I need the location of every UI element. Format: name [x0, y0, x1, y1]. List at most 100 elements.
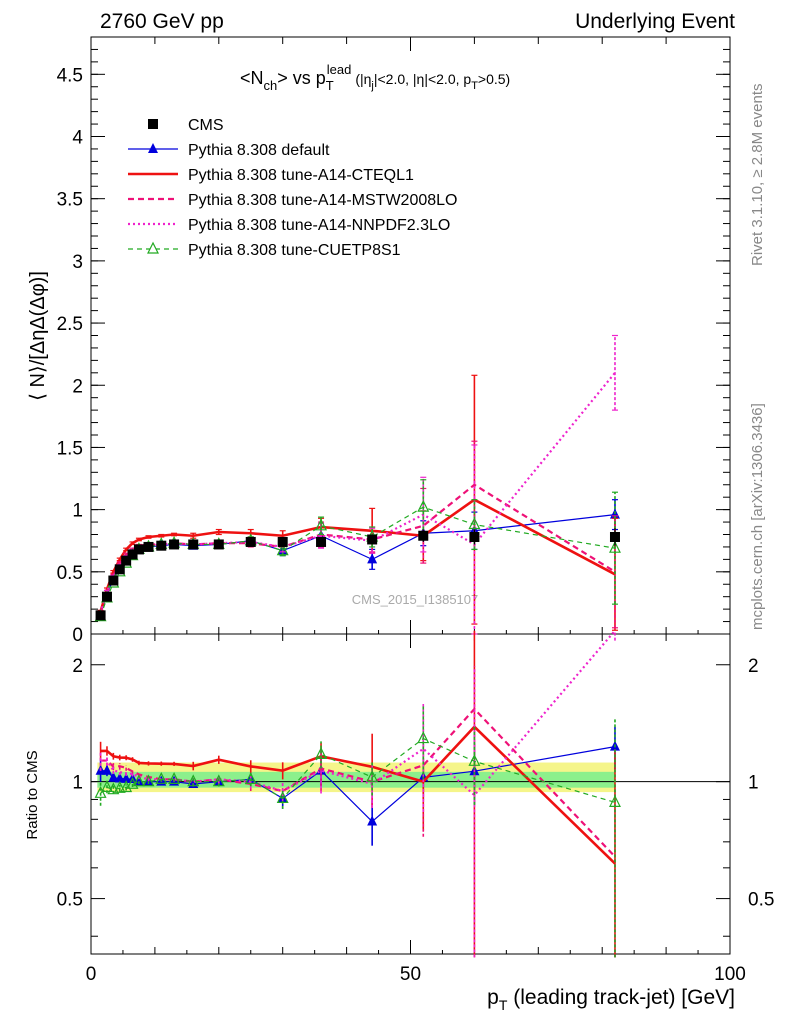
x-tick-label: 100 — [714, 964, 746, 985]
legend-entry: Pythia 8.308 tune-CUETP8S1 — [128, 241, 401, 259]
cms-data-point — [316, 536, 327, 547]
legend-label: Pythia 8.308 tune-A14-CTEQL1 — [188, 167, 414, 184]
cms-data-point — [188, 539, 199, 550]
legend-label: Pythia 8.308 default — [188, 142, 330, 159]
x-axis: 0 50 100 — [86, 37, 746, 985]
top-ylabel: ⟨ N⟩/[ΔηΔ(Δφ)] — [27, 271, 49, 401]
series-line — [99, 372, 616, 614]
cms-data-point — [418, 530, 429, 541]
ratio-y-tick-label: 0.5 — [57, 890, 83, 911]
cms-data-point — [367, 534, 378, 545]
ratio-marker — [114, 772, 125, 783]
series-marker — [417, 499, 430, 512]
legend: CMS Pythia 8.308 default Pythia 8.308 tune… — [128, 117, 457, 259]
cms-data-point — [133, 544, 144, 555]
ratio-y-tick-label: 1 — [72, 773, 83, 794]
top-plot-series — [94, 334, 621, 635]
mcplots-reference-label: mcplots.cern.ch [arXiv:1306.3436] — [749, 403, 766, 630]
top-y-tick-label: 1.5 — [57, 438, 83, 459]
cms-data-point — [169, 539, 180, 550]
cms-data-point — [143, 541, 154, 552]
header-analysis-label: Underlying Event — [575, 10, 735, 33]
cms-data-point — [277, 536, 288, 547]
series-marker — [468, 517, 481, 530]
analysis-watermark: CMS_2015_I1385107 — [352, 592, 479, 607]
x-tick-label: 50 — [400, 964, 421, 985]
ratio-marker — [244, 772, 257, 785]
ratio-marker — [108, 771, 119, 782]
cms-data-point — [101, 591, 112, 602]
top-y-tick-label: 4 — [72, 128, 83, 149]
bottom-ylabel: Ratio to CMS — [24, 750, 41, 839]
legend-label: Pythia 8.308 tune-A14-NNPDF2.3LO — [188, 217, 450, 234]
legend-entry: Pythia 8.308 tune-A14-CTEQL1 — [128, 167, 414, 184]
top-y-tick-label: 2 — [72, 376, 83, 397]
ratio-marker — [132, 774, 145, 787]
ratio-marker — [121, 772, 132, 783]
series-marker — [315, 518, 328, 531]
top-y-tick-label: 3 — [72, 252, 83, 273]
cms-data-point — [95, 610, 106, 621]
cms-data-point — [156, 540, 167, 551]
top-y-tick-label: 0 — [72, 625, 83, 646]
ratio-marker — [468, 753, 481, 766]
ratio-marker — [187, 774, 200, 787]
ratio-marker — [107, 782, 120, 795]
legend-marker — [147, 241, 159, 254]
legend-label: Pythia 8.308 tune-A14-MSTW2008LO — [188, 192, 457, 209]
ratio-marker — [113, 780, 126, 793]
legend-cms-marker — [148, 119, 158, 129]
series-marker — [609, 540, 621, 553]
header-collision-label: 2760 GeV pp — [100, 10, 224, 33]
ratio-marker — [417, 731, 430, 744]
legend-entry: Pythia 8.308 default — [128, 142, 330, 159]
cms-data-point — [121, 555, 132, 566]
legend-entry: CMS — [148, 117, 224, 134]
ratio-marker — [101, 780, 113, 792]
ratio-marker — [155, 771, 168, 784]
ratio-series-line — [100, 737, 616, 803]
ratio-y-tick-label-right: 0.5 — [748, 890, 774, 911]
ratio-marker — [367, 815, 378, 826]
plot-title: <Nch> vs pTlead(|ηj|<2.0, |η|<2.0, pT>0.… — [240, 62, 510, 93]
ratio-marker — [142, 774, 155, 787]
series-marker — [276, 543, 289, 556]
legend-label: CMS — [188, 117, 224, 134]
ratio-y-tick-label-right: 2 — [748, 656, 759, 677]
ratio-marker — [168, 772, 181, 784]
legend-entry: Pythia 8.308 tune-A14-MSTW2008LO — [128, 192, 457, 209]
top-y-tick-label: 0.5 — [57, 563, 83, 584]
x-tick-label: 0 — [86, 964, 97, 985]
ratio-y-tick-label: 2 — [72, 656, 83, 677]
ratio-plot-frame — [90, 633, 731, 955]
cms-data-point — [114, 564, 125, 575]
top-y-tick-label: 3.5 — [57, 190, 83, 211]
top-y-tick-label: 2.5 — [57, 314, 83, 335]
ratio-marker — [276, 791, 289, 804]
cms-data-point — [108, 575, 119, 586]
ratio-y-axis: 0.5 0.5 1 1 2 2 — [57, 656, 774, 937]
cms-data-point — [245, 536, 256, 547]
cms-data-point — [213, 539, 224, 550]
rivet-version-label: Rivet 3.1.10, ≥ 2.8M events — [749, 84, 766, 267]
ratio-marker — [366, 769, 379, 782]
legend-label: Pythia 8.308 tune-CUETP8S1 — [188, 242, 401, 259]
ratio-marker — [101, 764, 112, 775]
ratio-plot-series — [94, 629, 621, 958]
top-y-tick-label: 4.5 — [57, 65, 83, 86]
ratio-marker — [609, 795, 621, 807]
ratio-marker — [212, 774, 225, 787]
ratio-y-tick-label-right: 1 — [748, 773, 759, 794]
top-y-tick-label: 1 — [72, 501, 83, 522]
ratio-marker — [315, 747, 328, 759]
top-y-axis: 0 0.5 1 1.5 2 2.5 3 3.5 4 4.5 — [57, 36, 730, 646]
series-marker — [367, 553, 378, 564]
legend-entry: Pythia 8.308 tune-A14-NNPDF2.3LO — [128, 217, 450, 234]
ratio-marker — [94, 785, 107, 798]
cms-data-point — [469, 531, 480, 542]
cms-data-point — [609, 531, 620, 542]
legend-marker — [148, 143, 158, 153]
x-axis-label: pT (leading track-jet) [GeV] — [487, 986, 735, 1013]
cms-data-point — [127, 549, 138, 560]
